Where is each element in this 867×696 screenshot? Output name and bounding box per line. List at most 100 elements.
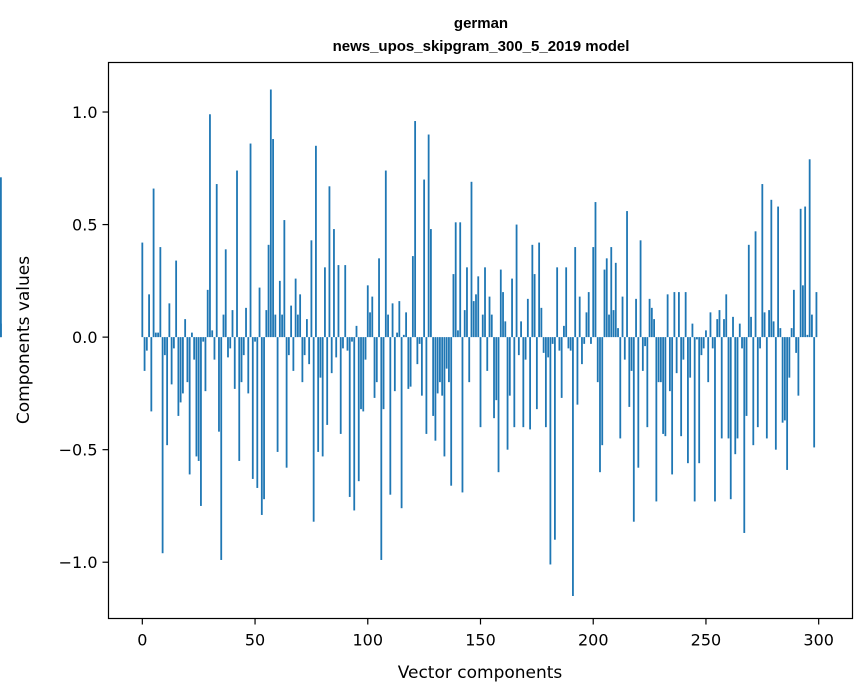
bar-component-180	[547, 337, 550, 358]
chart-title-line-1: german	[454, 15, 508, 32]
bar-component-0	[141, 242, 144, 338]
bar-component-227	[653, 319, 655, 338]
bar-component-161	[504, 321, 507, 338]
x-tick-label: 100	[352, 631, 383, 650]
bar-component-57	[269, 89, 272, 338]
bar-component-111	[391, 303, 394, 338]
bar-component-185	[558, 337, 561, 351]
bar-component-174	[533, 274, 536, 338]
bar-component-183	[554, 337, 556, 540]
bar-component-276	[763, 312, 766, 338]
bar-component-250	[705, 330, 707, 338]
bar-component-135	[445, 337, 448, 369]
bar-component-138	[452, 274, 455, 338]
bar-component-134	[443, 337, 446, 457]
bar-component-130	[434, 337, 437, 441]
bar-component-75	[310, 240, 313, 338]
bar-component-18	[182, 337, 184, 394]
bar-component-192	[574, 247, 577, 338]
bar-component-259	[725, 294, 728, 338]
bar-component-77	[315, 145, 317, 338]
bar-component-256	[718, 310, 721, 338]
bar-component-228	[655, 337, 658, 502]
bar-component-97	[360, 337, 362, 410]
bar-component-4	[150, 337, 153, 412]
bar-component-94	[353, 337, 356, 511]
bar-component-210	[614, 262, 617, 338]
bar-component-195	[581, 337, 583, 365]
bar-component-120	[411, 256, 414, 338]
bar-component-248	[700, 337, 703, 356]
bar-component-205	[603, 269, 606, 338]
bar-component-285	[783, 337, 786, 421]
bar-component-221	[639, 240, 642, 338]
bar-component-22	[191, 332, 193, 338]
bar-component-186	[560, 337, 563, 398]
bar-component-84	[330, 337, 333, 374]
bar-component-222	[641, 337, 644, 371]
x-tick-label: 200	[578, 631, 609, 650]
bar-component-166	[515, 224, 518, 338]
bar-component-67	[292, 337, 295, 371]
y-axis-ticks: −1.0 −0.5 0.0 0.5 1.0	[59, 103, 109, 572]
bar-component-176	[538, 242, 541, 338]
bar-component-103	[373, 337, 376, 398]
bar-component-151	[481, 314, 484, 338]
bar-component-152	[484, 267, 486, 338]
bar-component-214	[623, 337, 626, 360]
bar-component-211	[617, 328, 619, 338]
bar-component-101	[369, 312, 371, 338]
bar-component-25	[197, 337, 200, 461]
bar-component-108	[384, 170, 387, 338]
bar-component-263	[734, 337, 737, 455]
bar-component-163	[508, 337, 511, 396]
bar-component-225	[648, 298, 651, 338]
bar-component-193	[576, 337, 579, 405]
bar-component-79	[319, 337, 322, 378]
y-tick-label: 0.5	[72, 216, 97, 235]
bar-component-11	[166, 337, 169, 446]
bar-component-39	[229, 337, 232, 349]
bar-component-231	[662, 337, 665, 434]
bar-component-281	[774, 337, 777, 450]
bar-component-162	[506, 337, 509, 450]
bar-component-71	[301, 337, 304, 383]
bar-component-119	[409, 337, 412, 387]
bar-component-199	[590, 337, 592, 344]
bar-component-217	[630, 337, 633, 371]
bar-component-277	[765, 337, 768, 439]
bar-component-70	[299, 294, 302, 338]
bar-component-155	[490, 314, 493, 338]
bar-component-198	[587, 292, 590, 338]
bar-component-32	[213, 337, 216, 360]
bar-component-269	[747, 244, 750, 338]
bar-component-2	[145, 337, 148, 351]
bar-component-33	[215, 184, 218, 338]
bar-component-78	[317, 337, 320, 452]
bar-component-149	[477, 276, 480, 338]
bar-component-143	[463, 310, 466, 338]
bar-component-266	[741, 337, 743, 349]
bar-component-251	[707, 337, 710, 383]
bar-component-127	[427, 134, 430, 338]
bar-component-113	[396, 332, 398, 338]
bar-component-53	[260, 337, 263, 515]
bar-component-194	[578, 296, 581, 338]
bar-component-100	[366, 285, 369, 338]
bar-component-290	[795, 337, 798, 353]
bar-component-122	[416, 337, 419, 365]
y-tick-label: −0.5	[59, 441, 98, 460]
bar-component-65	[287, 337, 290, 356]
bar-component-68	[294, 278, 297, 338]
bar-component-204	[601, 337, 604, 446]
bar-component-208	[610, 247, 613, 338]
chart-title-line-2: news_upos_skipgram_300_5_2019 model	[333, 38, 630, 55]
bar-component-54	[263, 337, 265, 500]
bar-component-141	[459, 222, 462, 338]
bar-component-229	[657, 337, 660, 383]
bar-component-87	[337, 265, 340, 338]
bar-component-168	[520, 321, 522, 338]
bar-component-282	[777, 206, 779, 338]
bar-component-230	[659, 337, 662, 383]
bar-component-49	[251, 337, 254, 479]
